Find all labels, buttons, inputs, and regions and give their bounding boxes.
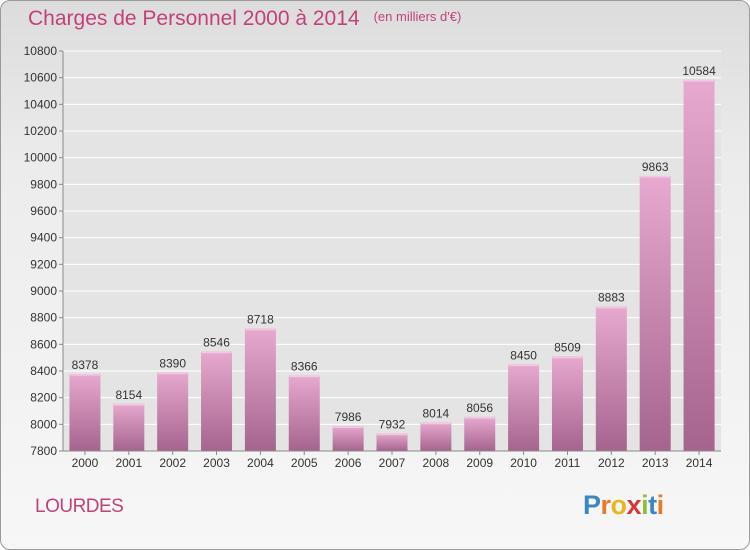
x-tick-label: 2003 xyxy=(203,456,230,470)
y-tick-label: 8800 xyxy=(30,311,57,325)
x-tick-label: 2004 xyxy=(247,456,274,470)
y-tick-label: 7800 xyxy=(30,444,57,458)
y-tick-label: 10000 xyxy=(24,151,58,165)
x-tick-label: 2002 xyxy=(159,456,186,470)
y-tick-label: 9400 xyxy=(30,231,57,245)
bar-2009 xyxy=(464,416,496,451)
data-label: 10584 xyxy=(682,64,716,78)
x-tick-label: 2013 xyxy=(642,456,669,470)
data-label: 8366 xyxy=(291,360,318,374)
bar-2014 xyxy=(683,79,715,452)
y-tick-label: 10200 xyxy=(24,124,58,138)
bar-2005 xyxy=(288,375,320,451)
x-tick-label: 2008 xyxy=(423,456,450,470)
bar-2000 xyxy=(69,373,101,451)
x-tick-label: 2009 xyxy=(466,456,493,470)
y-tick-label: 8600 xyxy=(30,337,57,351)
logo-letter: x xyxy=(626,490,642,520)
x-tick-label: 2011 xyxy=(555,456,581,470)
bar-2001 xyxy=(113,403,145,451)
bar-2013 xyxy=(639,175,671,451)
bar-2012 xyxy=(595,306,627,451)
proxiti-logo[interactable]: Proxiti xyxy=(583,490,664,521)
bar-2003 xyxy=(201,351,233,451)
data-label: 8883 xyxy=(598,291,625,305)
logo-letter: t xyxy=(648,490,657,520)
bar-2011 xyxy=(551,356,583,451)
y-axis: 7800 8000 8200 8400 8600 8800 9000 9200 9400 9600… xyxy=(24,44,63,458)
y-tick-label: 10800 xyxy=(24,44,58,58)
y-tick-label: 9800 xyxy=(30,177,57,191)
x-tick-label: 2001 xyxy=(115,456,142,470)
logo-letter: i xyxy=(641,490,649,520)
bar-2002 xyxy=(157,372,189,451)
bars: 8378 8154 8390 8546 8718 8366 7986 7932 8014 8056… xyxy=(69,64,716,452)
y-tick-label: 9600 xyxy=(30,204,57,218)
data-label: 8390 xyxy=(159,356,186,370)
chart-title-text: Charges de Personnel 2000 à 2014 xyxy=(28,7,360,30)
logo-letter: P xyxy=(583,490,601,520)
x-tick-label: 2012 xyxy=(598,456,625,470)
data-label: 8718 xyxy=(247,313,274,327)
bar-2004 xyxy=(244,328,276,451)
bar-2006 xyxy=(332,426,364,451)
data-label: 8014 xyxy=(423,406,450,420)
x-axis: 2000 2001 2002 2003 2004 2005 2006 2007 2008 2009… xyxy=(72,451,713,470)
data-label: 8378 xyxy=(72,358,99,372)
logo-letter: i xyxy=(656,490,665,520)
data-label: 8509 xyxy=(554,340,581,354)
bar-2010 xyxy=(508,364,540,451)
city-label: LOURDES xyxy=(35,496,124,517)
y-tick-label: 10400 xyxy=(24,97,58,111)
x-tick-label: 2005 xyxy=(291,456,318,470)
data-label: 8450 xyxy=(510,348,537,362)
bar-2008 xyxy=(420,422,452,451)
y-tick-label: 9000 xyxy=(30,284,57,298)
y-tick-label: 8400 xyxy=(30,364,57,378)
data-label: 8546 xyxy=(203,336,230,350)
y-tick-label: 10600 xyxy=(24,71,58,85)
data-label: 9863 xyxy=(642,160,669,174)
y-tick-label: 8000 xyxy=(30,417,57,431)
data-label: 8056 xyxy=(466,401,493,415)
logo-letter: r xyxy=(600,490,612,520)
y-tick-label: 8200 xyxy=(30,391,57,405)
chart-subtitle: (en milliers d'€) xyxy=(373,9,462,24)
x-tick-label: 2007 xyxy=(379,456,406,470)
x-tick-label: 2006 xyxy=(335,456,362,470)
x-tick-label: 2000 xyxy=(72,456,99,470)
y-tick-label: 9200 xyxy=(30,257,57,271)
data-label: 7986 xyxy=(335,410,362,424)
data-label: 8154 xyxy=(115,388,142,402)
x-tick-label: 2014 xyxy=(686,456,713,470)
chart-title: Charges de Personnel 2000 à 2014 (en mill… xyxy=(28,7,461,31)
logo-letter: o xyxy=(610,490,628,520)
data-label: 7932 xyxy=(379,417,406,431)
x-tick-label: 2010 xyxy=(510,456,537,470)
bar-2007 xyxy=(376,433,408,451)
